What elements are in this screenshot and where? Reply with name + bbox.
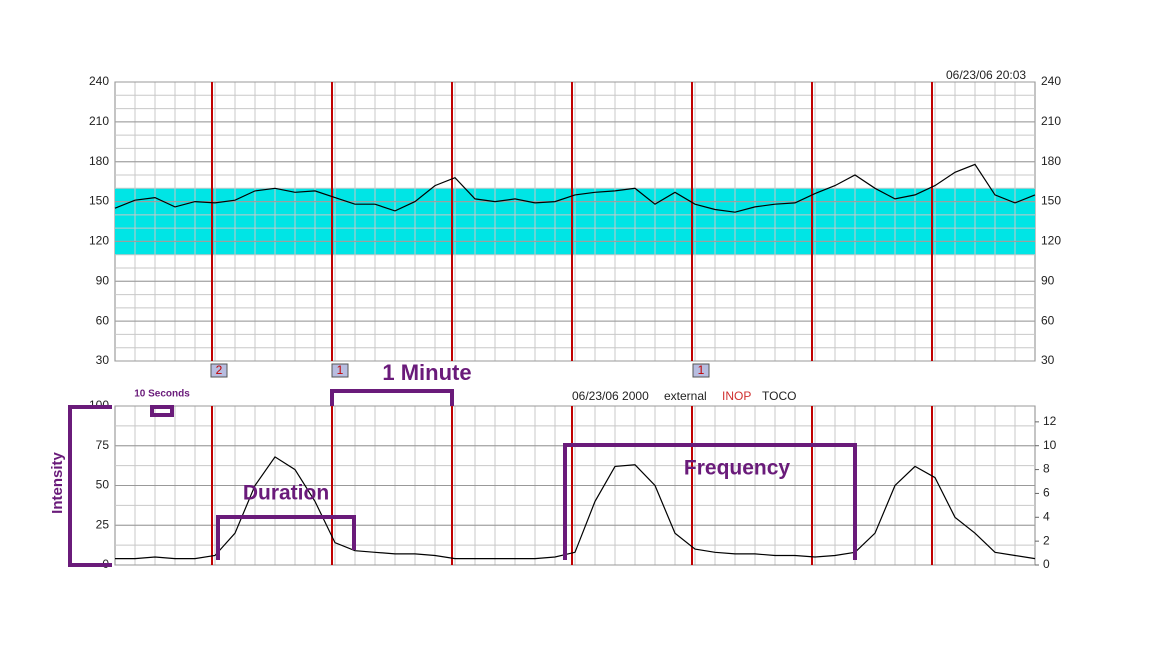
y-tick-label: 50 (96, 478, 110, 492)
y-tick-label: 25 (96, 517, 110, 531)
y-tick-label: 30 (96, 353, 110, 367)
trace-line (114, 163, 1036, 213)
y-axis-label: Intensity (49, 452, 66, 514)
y2-tick-label: 6 (1043, 486, 1050, 500)
event-marker-label: 2 (216, 363, 223, 377)
y2-tick-label: 90 (1041, 273, 1055, 287)
y2-tick-label: 2 (1043, 533, 1050, 547)
event-marker (210, 363, 228, 378)
header: TOCO (762, 389, 796, 403)
y2-tick-label: 180 (1041, 154, 1061, 168)
y2-tick-label: 60 (1041, 313, 1055, 327)
y-tick-label: 75 (96, 438, 110, 452)
y2-tick-label: 12 (1043, 414, 1057, 428)
y-tick-label: 180 (89, 154, 109, 168)
y2-tick-label: 120 (1041, 234, 1061, 248)
annotation: Frequency (684, 457, 791, 480)
header: INOP (722, 389, 751, 403)
annotation: Duration (243, 482, 329, 505)
y-tick-label: 90 (96, 273, 110, 287)
y2-tick-label: 8 (1043, 462, 1050, 476)
event-marker-label: 1 (337, 363, 344, 377)
trace-line (115, 456, 1036, 560)
timestamp: 06/23/06 20:03 (946, 68, 1026, 82)
y2-tick-label: 30 (1041, 353, 1055, 367)
y2-tick-label: 240 (1041, 74, 1061, 88)
bracket (68, 405, 112, 567)
event-marker-label: 1 (698, 363, 705, 377)
y-tick-label: 60 (96, 313, 110, 327)
y2-tick-label: 210 (1041, 114, 1061, 128)
y2-tick-label: 150 (1041, 194, 1061, 208)
annotation: 10 Seconds (134, 389, 190, 400)
bracket (330, 389, 454, 406)
bracket (563, 443, 857, 560)
y-tick-label: 210 (89, 114, 109, 128)
y-tick-label: 150 (89, 194, 109, 208)
y-tick-label: 240 (89, 74, 109, 88)
header: 06/23/06 2000 (572, 389, 649, 403)
y-tick-label: 120 (89, 234, 109, 248)
event-marker (331, 363, 349, 378)
annotation: 1 Minute (382, 360, 471, 385)
y2-tick-label: 0 (1043, 557, 1050, 571)
y2-tick-label: 10 (1043, 438, 1057, 452)
header: external (664, 389, 707, 403)
event-marker (692, 363, 710, 378)
y2-tick-label: 4 (1043, 509, 1050, 523)
bracket (150, 405, 174, 417)
bracket (216, 515, 356, 560)
